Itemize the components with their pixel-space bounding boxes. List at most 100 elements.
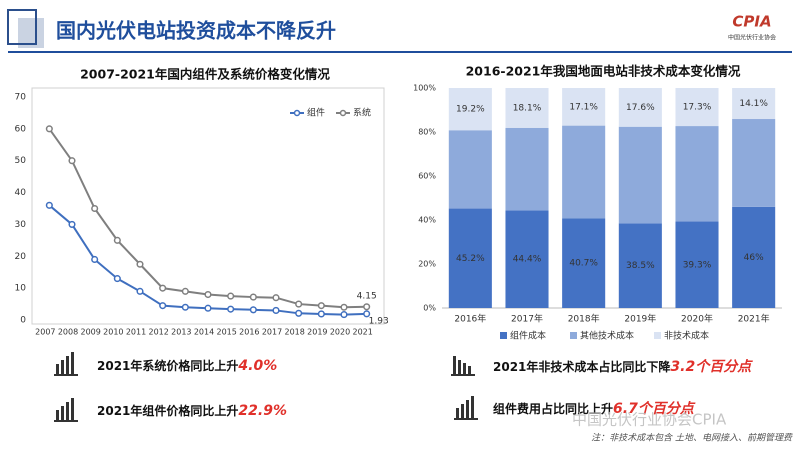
point: [204, 304, 212, 312]
y-tick-label: 60: [15, 124, 27, 134]
legend-label: 其他技术成本: [580, 330, 634, 342]
point: [227, 305, 235, 313]
x-tick-label: 2016: [239, 328, 259, 337]
point: [136, 287, 144, 295]
bar-segment: [505, 210, 549, 308]
x-tick-label: 2007: [35, 328, 55, 337]
legend-label: 非技术成本: [664, 330, 709, 342]
bar-segment: [732, 119, 776, 207]
data-label: 38.5%: [626, 261, 655, 271]
point: [159, 284, 167, 292]
bullet-highlight: 6.7个百分点: [613, 400, 696, 417]
bullet-text: 2021年非技术成本占比同比下降: [493, 359, 671, 374]
y-tick-label: 0%: [423, 304, 436, 313]
point: [249, 293, 257, 301]
bar-segment: [505, 127, 549, 211]
bar-segment: [732, 206, 776, 308]
point: [340, 303, 348, 311]
bar-segment: [675, 88, 719, 127]
point: [91, 255, 99, 264]
x-tick-label: 2020: [330, 328, 350, 337]
point: [181, 287, 189, 295]
point: [113, 275, 121, 283]
bar-segment: [732, 88, 776, 120]
data-label: 40.7%: [569, 259, 598, 269]
point: [272, 294, 280, 302]
x-tick-label: 2010: [103, 328, 123, 337]
x-tick-label: 2011: [126, 328, 146, 337]
data-label: 45.2%: [456, 254, 485, 264]
bullet: 2021年系统价格同比上升4.0%: [97, 358, 277, 375]
point: [68, 220, 76, 228]
point: [295, 309, 303, 317]
point: [295, 300, 303, 308]
point: [181, 303, 189, 311]
point: [340, 311, 348, 319]
point: [249, 306, 257, 314]
bullet-highlight: 4.0%: [237, 358, 277, 374]
data-label: 39.3%: [683, 260, 712, 270]
y-tick-label: 10: [15, 284, 27, 294]
data-label: 46%: [744, 253, 764, 263]
header-icon: [7, 9, 37, 45]
point: [91, 204, 99, 213]
point: [272, 306, 280, 314]
bullet: 2021年非技术成本占比同比下降3.2个百分点: [493, 358, 753, 375]
point: [136, 260, 144, 268]
data-label: 14.1%: [739, 99, 768, 109]
plot-frame: [31, 87, 385, 325]
watermark: 中国光伏行业协会CPIA: [572, 411, 727, 429]
data-label: 17.1%: [569, 102, 598, 112]
x-tick-label: 2019年: [624, 313, 656, 325]
point: [113, 236, 121, 244]
bar-segment: [562, 125, 606, 219]
bar-segment: [562, 88, 606, 126]
bar-segment: [618, 223, 662, 308]
y-tick-label: 30: [15, 220, 27, 230]
y-tick-label: 40%: [418, 216, 436, 225]
bar-segment: [448, 88, 492, 131]
x-tick-label: 2009: [80, 328, 100, 337]
legend-label: 组件成本: [510, 330, 546, 342]
bar-segment: [618, 88, 662, 127]
x-tick-label: 2015: [216, 328, 236, 337]
legend-swatch: [500, 332, 507, 339]
x-tick-label: 2013: [171, 328, 191, 337]
point: [317, 302, 325, 310]
y-tick-label: 80%: [418, 128, 436, 137]
y-tick-label: 100%: [413, 84, 436, 93]
point: [45, 201, 53, 209]
y-tick-label: 0: [20, 316, 26, 326]
x-tick-label: 2018: [284, 328, 304, 337]
legend-label: 组件: [307, 107, 325, 119]
bullet-text: 2021年系统价格同比上升: [97, 358, 238, 373]
bar-segment: [675, 221, 719, 308]
bar-segment: [448, 208, 492, 308]
bar-segment: [448, 130, 492, 209]
data-label: 4.15: [357, 291, 377, 301]
data-label: 1.93: [369, 316, 389, 326]
y-tick-label: 40: [15, 188, 27, 198]
bullet-text: 组件费用占比同比上升: [493, 401, 613, 416]
y-tick-label: 20: [15, 252, 27, 262]
bullet: 组件费用占比同比上升6.7个百分点: [493, 400, 696, 417]
header-icon: [18, 18, 44, 48]
bullet: 2021年组件价格同比上升22.9%: [97, 403, 287, 420]
bar-segment: [562, 218, 606, 308]
bullet-text: 2021年组件价格同比上升: [97, 403, 238, 418]
footnote: 注：非技术成本包含 土地、电网接入、前期管理费: [591, 433, 793, 444]
series-line: [48, 128, 367, 309]
point: [227, 292, 235, 300]
y-tick-label: 70: [15, 93, 27, 103]
x-tick-label: 2014: [194, 328, 214, 337]
bar-segment: [505, 88, 549, 128]
legend-swatch: [339, 109, 347, 117]
y-tick-label: 20%: [418, 260, 436, 269]
point: [45, 125, 53, 133]
bar-segment: [618, 126, 662, 224]
data-label: 19.2%: [456, 105, 485, 115]
bullet-highlight: 3.2个百分点: [670, 358, 753, 375]
x-tick-label: 2008: [58, 328, 78, 337]
point: [68, 157, 76, 165]
x-tick-label: 2017年: [511, 313, 543, 325]
